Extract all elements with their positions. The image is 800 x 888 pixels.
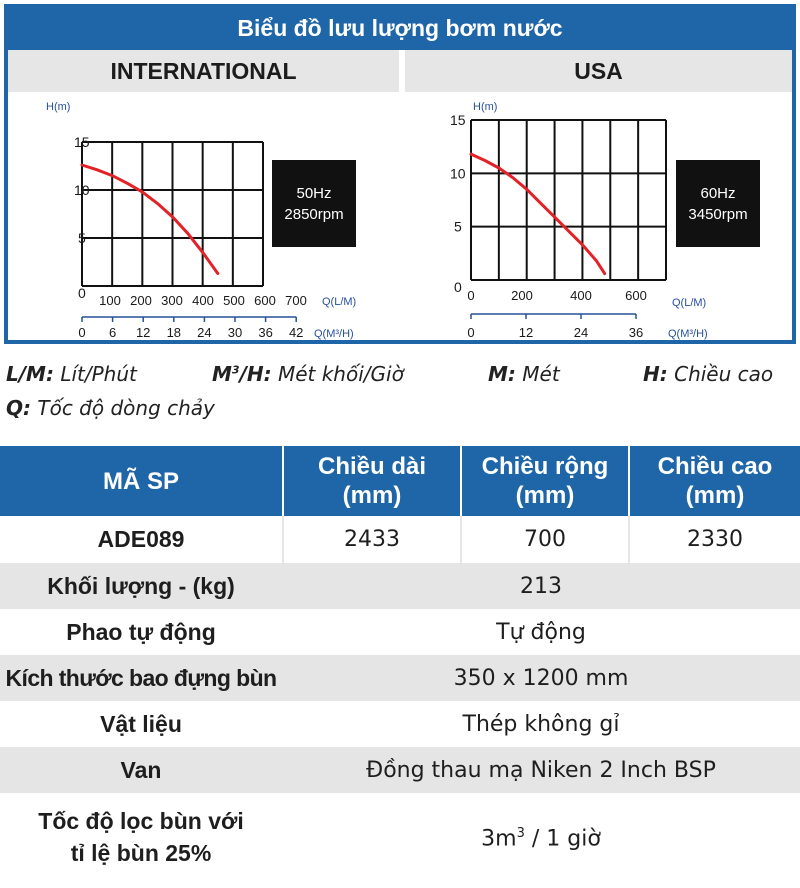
table-row-float: Phao tự động Tự động (0, 609, 800, 655)
table-row-model: ADE089 2433 700 2330 (0, 516, 800, 563)
legend-lm: L/M: Lít/Phút (6, 362, 137, 386)
row-label: Phao tự động (0, 609, 282, 655)
chart2-badge-rpm: 3450rpm (688, 206, 747, 223)
chart2-ytick-label: 10 (450, 165, 466, 181)
chart1-x2tick-label: 24 (197, 325, 211, 340)
chart1-x2tick-label: 12 (136, 325, 150, 340)
spec-table: MÃ SP Chiều dài (mm) Chiều rộng (mm) Chiều… (0, 446, 800, 881)
chart1-xlabel2: Q(M³/H) (314, 328, 354, 340)
row-label: Vật liệu (0, 701, 282, 747)
chart1-x2tick-label: 18 (167, 325, 181, 340)
chart2-xlabel2: Q(M³/H) (668, 328, 708, 340)
table-header-row: MÃ SP Chiều dài (mm) Chiều rộng (mm) Chiều… (0, 446, 800, 516)
chart1-xtick-label: 500 (223, 293, 245, 308)
row-value: 350 x 1200 mm (282, 655, 800, 701)
region-header-usa: USA (405, 50, 792, 92)
chart1-ytick-label: 10 (74, 182, 90, 198)
chart1-x2tick-label: 6 (109, 325, 116, 340)
chart1-x2tick-label: 30 (228, 325, 242, 340)
row-value: Tự động (282, 609, 800, 655)
row-value: 213 (282, 563, 800, 609)
chart2-ytick-label: 15 (450, 112, 466, 128)
row-label: Khối lượng - (kg) (0, 563, 282, 609)
chart1-x2tick-label: 36 (258, 325, 272, 340)
row-value: Thép không gỉ (282, 701, 800, 747)
legend-m3h: M3/H: Mét khối/Giờ (212, 362, 404, 386)
chart1-freq-badge (272, 160, 356, 247)
model-height: 2330 (628, 516, 800, 563)
chart2-xtick-label: 600 (625, 288, 647, 303)
chart2-xlabel: Q(L/M) (672, 297, 706, 309)
header-model-code: MÃ SP (0, 446, 282, 516)
region-header-international: INTERNATIONAL (8, 50, 399, 92)
table-row-bag-size: Kích thước bao đựng bùn 350 x 1200 mm (0, 655, 800, 701)
chart1-x2tick-label: 42 (289, 325, 303, 340)
legend-m: M: Mét (488, 362, 560, 386)
chart1-badge-freq: 50Hz (296, 185, 331, 202)
chart2-freq-badge (676, 160, 760, 247)
chart2-x2tick-label: 24 (574, 325, 588, 340)
row-label: Kích thước bao đựng bùn (0, 655, 282, 701)
chart1-xtick-label: 600 (254, 293, 276, 308)
chart1-badge-rpm: 2850rpm (284, 206, 343, 223)
table-row-valve: Van Đồng thau mạ Niken 2 Inch BSP (0, 747, 800, 793)
header-height: Chiều cao (mm) (628, 446, 800, 516)
chart2-xtick-label: 400 (570, 288, 592, 303)
chart1-ytick-label: 5 (78, 230, 86, 246)
model-length: 2433 (282, 516, 460, 563)
row-value: 3m3 / 1 giờ (282, 793, 800, 881)
chart2-x2tick-label: 36 (629, 325, 643, 340)
row-value: Đồng thau mạ Niken 2 Inch BSP (282, 747, 800, 793)
table-row-weight: Khối lượng - (kg) 213 (0, 563, 800, 609)
chart1-pump-curve (80, 163, 220, 275)
chart2-ytick-label: 0 (454, 279, 462, 295)
chart1-x2tick-label: 0 (78, 325, 85, 340)
chart2-ytick-label: 5 (454, 219, 462, 235)
legend-q: Q: Tốc độ dòng chảy (6, 396, 215, 420)
row-label: Tốc độ lọc bùn với tỉ lệ bùn 25% (0, 793, 282, 881)
header-width: Chiều rộng (mm) (460, 446, 628, 516)
chart1-xtick-label: 400 (192, 293, 214, 308)
chart1-xlabel: Q(L/M) (322, 296, 356, 308)
table-row-filter-rate: Tốc độ lọc bùn với tỉ lệ bùn 25% 3m3 / 1 … (0, 793, 800, 881)
row-label: Van (0, 747, 282, 793)
chart2-xtick-label: 0 (467, 288, 474, 303)
chart1-xtick-label: 700 (285, 293, 307, 308)
chart1-ytick-label: 0 (78, 285, 86, 301)
legend-h: H: Chiều cao (643, 362, 774, 386)
flow-chart-panel: Biểu đồ lưu lượng bơm nước INTERNATIONAL… (4, 4, 796, 344)
model-width: 700 (460, 516, 628, 563)
chart1-ytick-label: 15 (74, 134, 90, 150)
chart1-xtick-label: 100 (99, 293, 121, 308)
chart2-badge-freq: 60Hz (700, 185, 735, 202)
chart1-xtick-label: 200 (130, 293, 152, 308)
abbreviation-legend: L/M: Lít/Phút M3/H: Mét khối/Giờ M: Mét … (0, 352, 800, 428)
chart2-x2tick-label: 12 (519, 325, 533, 340)
chart1-ylabel: H(m) (46, 101, 70, 113)
chart2-pump-curve (469, 152, 607, 276)
chart1-xtick-label: 300 (161, 293, 183, 308)
table-row-material: Vật liệu Thép không gỉ (0, 701, 800, 747)
chart2-x2tick-label: 0 (467, 325, 474, 340)
chart2-ylabel: H(m) (473, 101, 497, 113)
header-length: Chiều dài (mm) (282, 446, 460, 516)
chart2-xtick-label: 200 (511, 288, 533, 303)
panel-title: Biểu đồ lưu lượng bơm nước (8, 8, 792, 50)
model-code: ADE089 (0, 516, 282, 563)
